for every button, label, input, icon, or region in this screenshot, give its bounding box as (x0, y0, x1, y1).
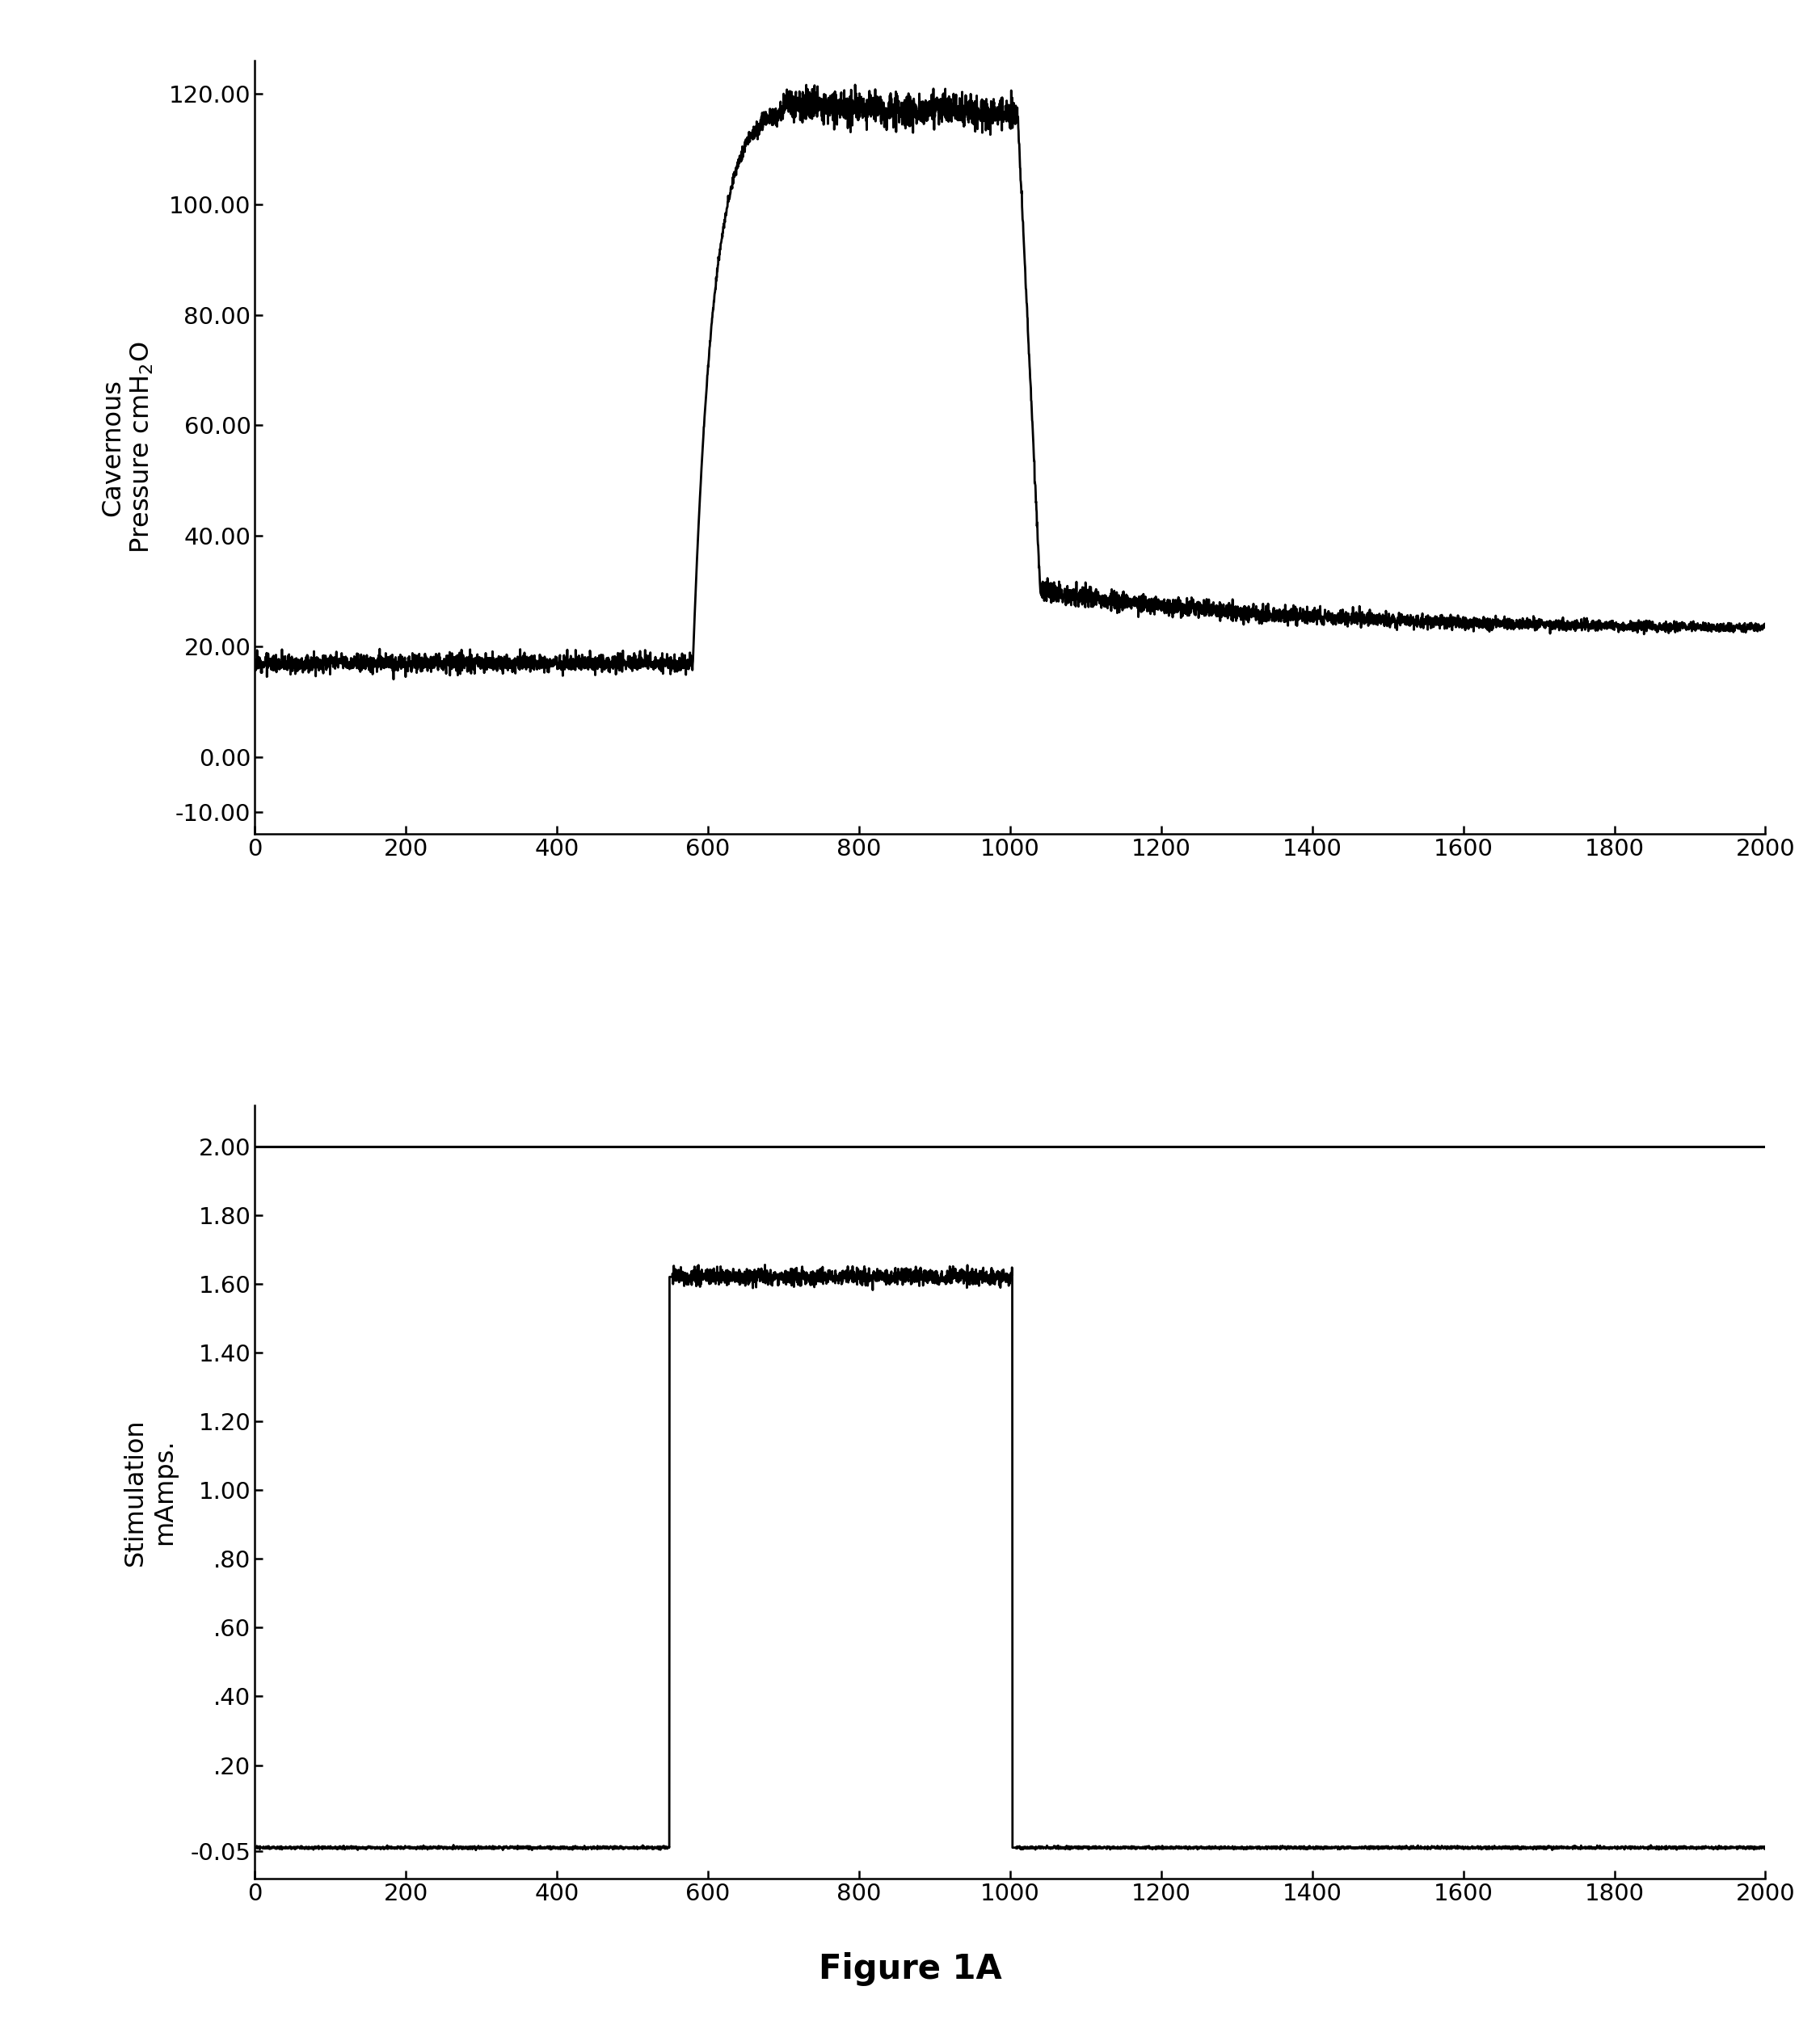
Y-axis label: Stimulation
mAmps.: Stimulation mAmps. (124, 1418, 177, 1566)
Text: Figure 1A: Figure 1A (819, 1953, 1001, 1986)
Y-axis label: Cavernous
Pressure cmH$_2$O: Cavernous Pressure cmH$_2$O (100, 341, 155, 553)
